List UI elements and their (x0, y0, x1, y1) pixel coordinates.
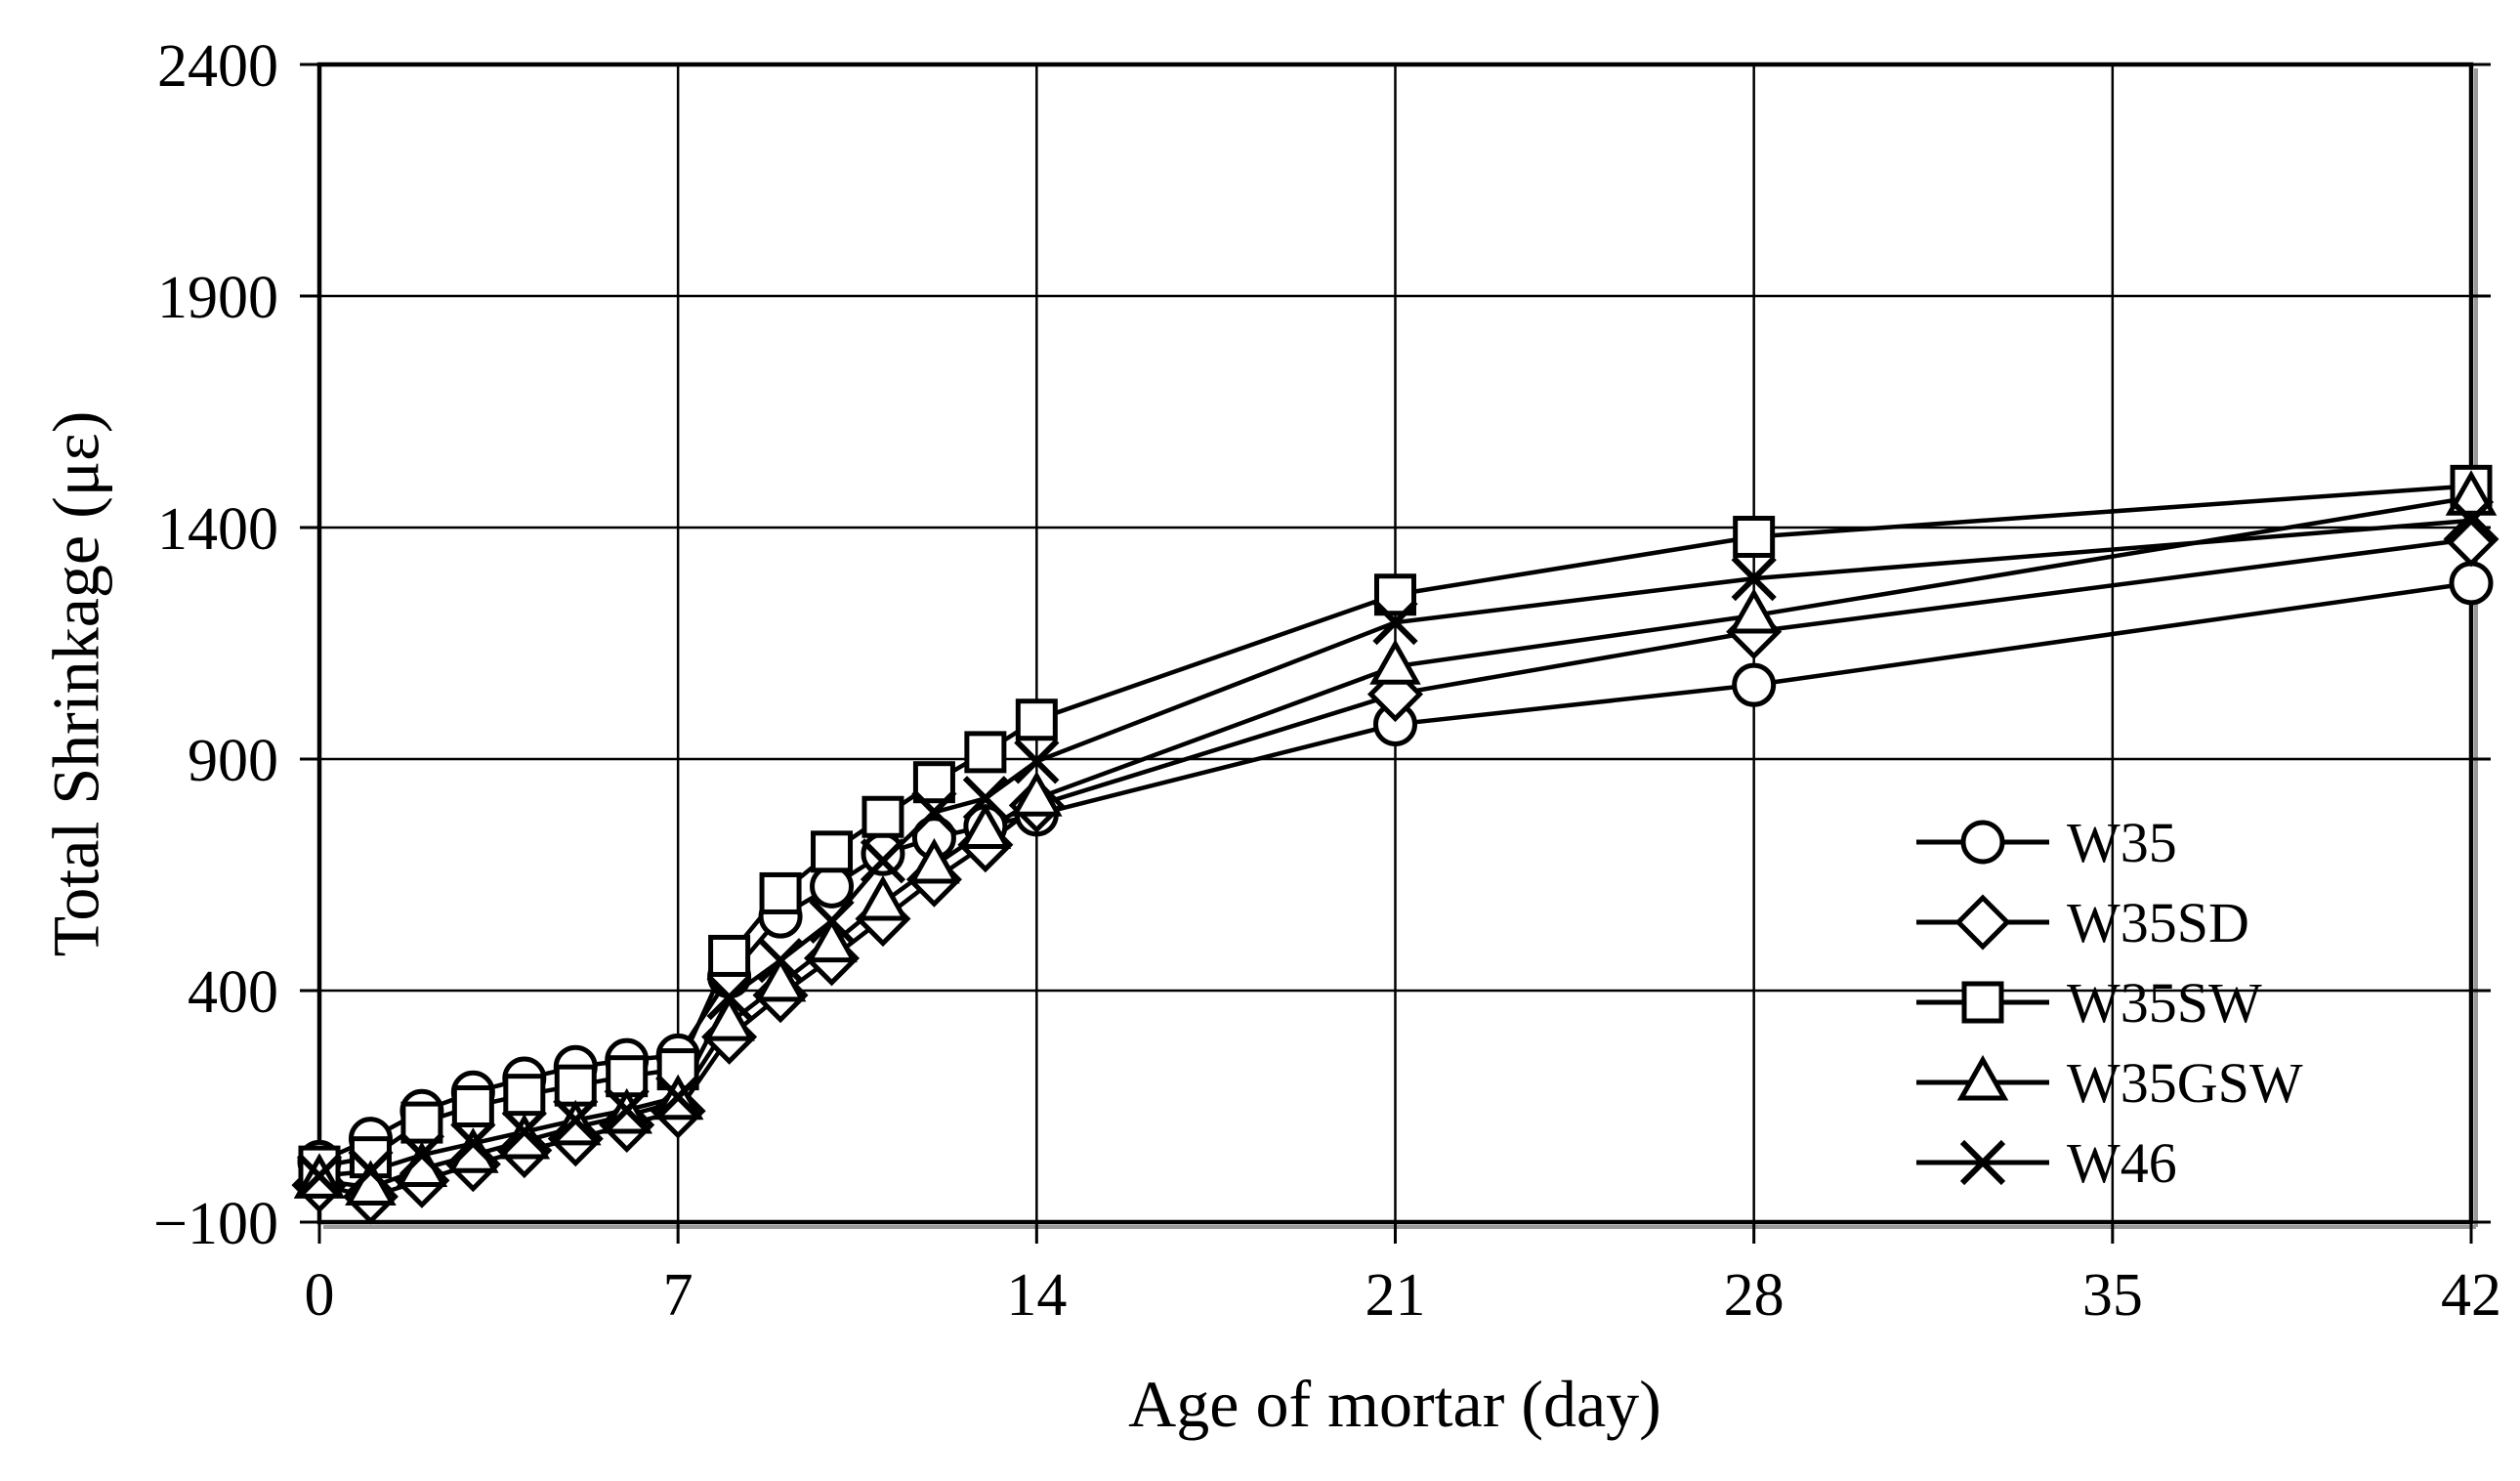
marker-W46 (860, 838, 906, 884)
marker-W46 (450, 1121, 496, 1166)
marker-W35GSW (1369, 639, 1421, 685)
legend-marker-W35 (1960, 820, 2005, 865)
marker-W35SW (811, 830, 854, 873)
marker-W35SW (503, 1074, 546, 1117)
x-tick-label: 7 (663, 1262, 693, 1329)
legend-marker-W46 (1959, 1139, 2006, 1186)
marker-W35GSW (908, 837, 960, 884)
legend-label-W35: W35 (2067, 811, 2177, 874)
marker-W35 (810, 864, 855, 909)
marker-W35SW (708, 934, 751, 977)
marker-W35SW (554, 1064, 597, 1107)
x-tick-label: 0 (305, 1262, 335, 1329)
marker-W35GSW (1728, 587, 1780, 634)
marker-W46 (911, 789, 957, 835)
x-tick-label: 42 (2441, 1262, 2501, 1329)
marker-W46 (348, 1148, 394, 1194)
marker-W35GSW (754, 955, 807, 1002)
marker-W35SW (1015, 698, 1058, 741)
legend-label-W46: W46 (2067, 1131, 2177, 1195)
marker-W46 (501, 1109, 547, 1155)
marker-W35GSW (2445, 470, 2498, 516)
marker-W46 (1014, 739, 1060, 784)
marker-W35GSW (959, 803, 1012, 849)
marker-W35 (1732, 662, 1777, 707)
legend-marker-W35GSW (1956, 1054, 2009, 1101)
legend-label-W35SD: W35SD (2067, 891, 2249, 954)
marker-W35SW (400, 1101, 443, 1144)
marker-W35SW (912, 761, 955, 804)
y-tick-label: 900 (188, 728, 278, 794)
marker-W46 (1731, 556, 1777, 602)
marker-W46 (809, 898, 855, 945)
y-tick-label: 1900 (157, 265, 278, 331)
marker-W46 (706, 974, 752, 1021)
legend-label-W35GSW: W35GSW (2067, 1051, 2303, 1115)
x-tick-label: 21 (1365, 1262, 1426, 1329)
marker-W46 (655, 1074, 701, 1121)
marker-W35SD (2443, 511, 2499, 568)
legend-label-W35SW: W35SW (2067, 971, 2262, 1035)
marker-W35GSW (498, 1113, 551, 1160)
y-tick-label: 400 (188, 959, 278, 1026)
marker-W46 (962, 776, 1009, 822)
x-tick-label: 14 (1006, 1262, 1067, 1329)
marker-W35 (2449, 561, 2494, 606)
marker-W46 (757, 938, 804, 984)
marker-W35SW (759, 871, 802, 914)
marker-W46 (296, 1153, 343, 1199)
marker-W35GSW (806, 916, 858, 963)
x-axis-title: Age of mortar (day) (1128, 1367, 1661, 1441)
marker-W35SW (861, 795, 904, 838)
marker-W35GSW (1011, 771, 1063, 817)
marker-W35GSW (857, 874, 909, 921)
x-tick-label: 35 (2082, 1262, 2143, 1329)
x-tick-label: 28 (1724, 1262, 1785, 1329)
marker-W35SW (451, 1085, 494, 1127)
y-tick-label: 1400 (157, 496, 278, 563)
marker-W46 (2448, 497, 2495, 544)
y-tick-label: −100 (153, 1191, 278, 1257)
y-tick-label: 2400 (157, 33, 278, 100)
marker-W46 (604, 1087, 650, 1133)
legend-marker-W35SD (1954, 894, 2011, 951)
marker-W35SW (1733, 515, 1776, 558)
marker-W46 (399, 1132, 445, 1178)
marker-W46 (553, 1097, 599, 1143)
y-axis-title: Total Shrinkage (με) (38, 410, 113, 957)
marker-W35GSW (703, 995, 755, 1041)
legend-marker-W35SW (1961, 981, 2004, 1024)
marker-W35 (861, 831, 905, 876)
marker-W35SW (964, 731, 1007, 774)
marker-W46 (1372, 600, 1418, 646)
